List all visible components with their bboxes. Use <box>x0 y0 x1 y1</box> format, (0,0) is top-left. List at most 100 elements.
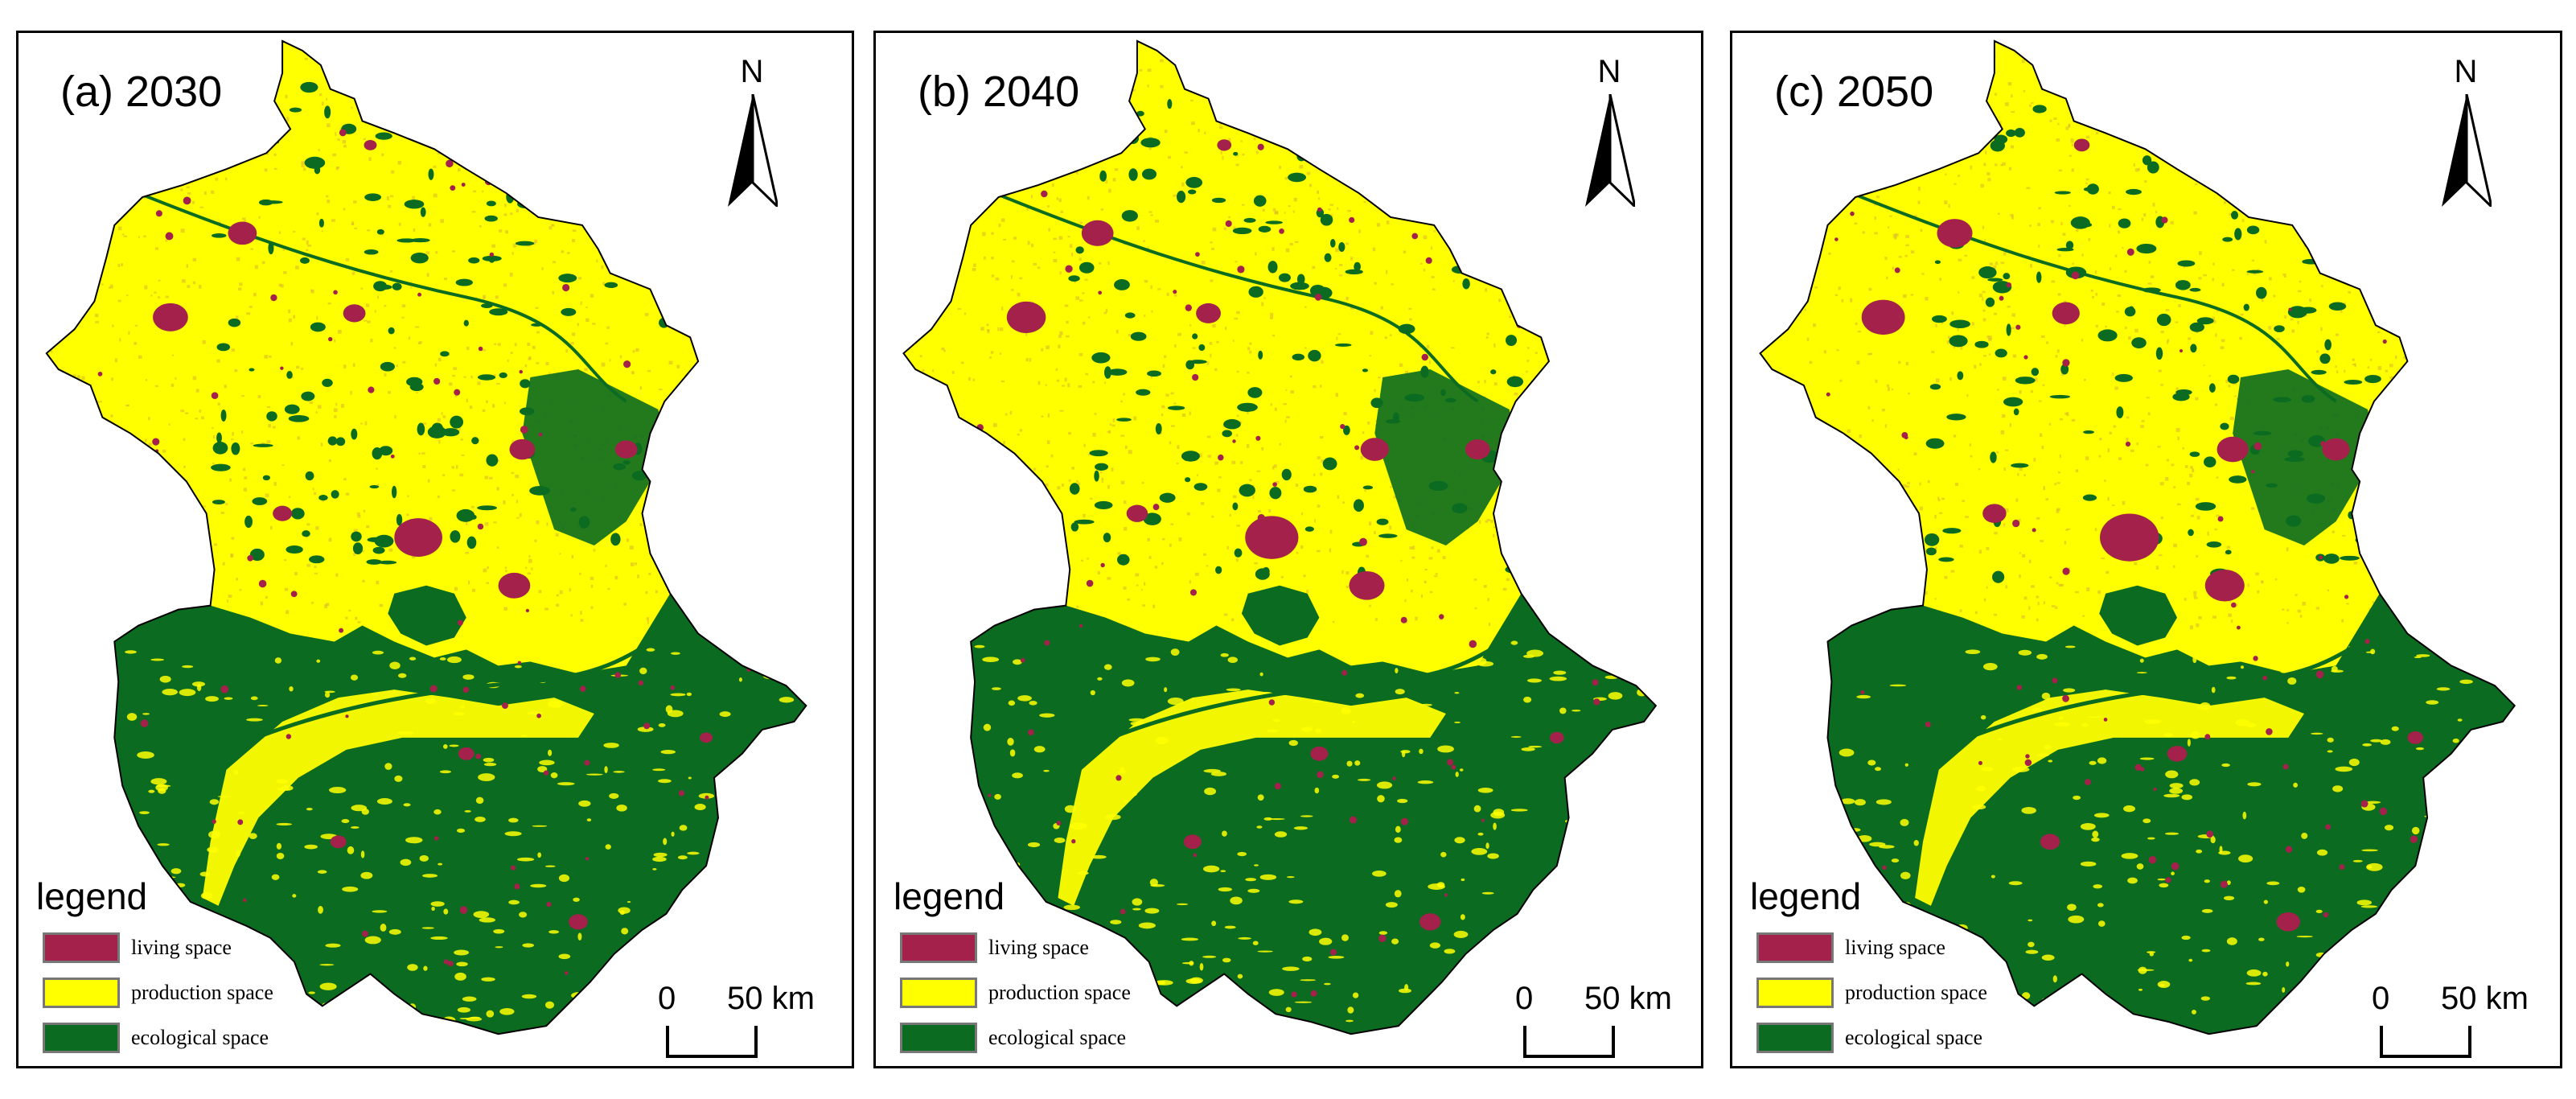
settlement <box>1861 299 1905 335</box>
region-border <box>1759 39 2516 1035</box>
legend: legend living space production space eco… <box>894 875 1199 1063</box>
settlement <box>509 438 536 460</box>
settlement <box>2040 834 2060 850</box>
settlement <box>2100 513 2159 562</box>
legend-swatch <box>1756 1023 1834 1053</box>
scale-zero-label: 0 <box>1515 981 1534 1016</box>
settlement <box>1982 504 2007 524</box>
settlement <box>458 747 475 760</box>
legend-swatch <box>900 1023 977 1053</box>
legend-title: legend <box>36 875 148 917</box>
settlement <box>394 518 442 557</box>
settlement <box>614 440 638 459</box>
settlement <box>1360 438 1389 461</box>
settlement <box>1217 139 1232 151</box>
scale-bar: 0 50 km <box>658 981 843 1066</box>
settlement <box>569 914 588 930</box>
settlement <box>2276 912 2300 932</box>
legend-item-ecological: ecological space <box>894 1018 1199 1063</box>
panel-title: (c) 2050 <box>1774 68 1934 116</box>
legend-item-production: production space <box>894 973 1199 1018</box>
settlement <box>498 572 531 599</box>
north-arrow: N <box>2426 54 2506 215</box>
legend-label: production space <box>988 981 1131 1004</box>
legend-swatch <box>43 932 120 963</box>
legend-label: production space <box>131 981 273 1004</box>
settlement <box>1196 303 1221 323</box>
legend-label: ecological space <box>988 1026 1127 1049</box>
land-use-map <box>45 39 807 1035</box>
settlement <box>1006 301 1046 333</box>
scale-zero-label: 0 <box>658 981 676 1016</box>
settlement <box>72 171 109 200</box>
settlement <box>2204 570 2245 602</box>
legend-label: living space <box>131 936 232 959</box>
legend-title: legend <box>1750 875 1862 917</box>
settlement <box>228 221 257 245</box>
legend-item-living: living space <box>894 928 1199 973</box>
legend: legend living space production space eco… <box>1750 875 2056 1063</box>
settlement <box>2217 436 2249 463</box>
settlement <box>1349 570 1385 600</box>
settlement <box>1245 516 1299 559</box>
settlement <box>1081 220 1114 246</box>
legend-title: legend <box>894 875 1005 917</box>
legend-swatch <box>43 1023 120 1053</box>
region-border <box>902 39 1658 1035</box>
north-arrow-icon <box>728 94 778 207</box>
settlement <box>330 835 347 849</box>
map-panel-2040: (b) 2040 N legend living space productio… <box>873 31 1703 1068</box>
settlement <box>1419 913 1441 931</box>
north-arrow: N <box>712 54 792 215</box>
legend-item-ecological: ecological space <box>1750 1018 2056 1063</box>
settlement <box>273 505 293 521</box>
scale-max-label: 50 km <box>727 981 815 1016</box>
settlement <box>1937 219 1973 248</box>
scale-bar-line <box>2380 1026 2471 1058</box>
north-arrow-icon <box>1585 94 1635 207</box>
settlement <box>1781 167 1826 203</box>
legend-swatch <box>1756 978 1834 1008</box>
legend-label: ecological space <box>1845 1026 1983 1049</box>
settlement <box>1310 746 1329 761</box>
legend-label: living space <box>988 936 1089 959</box>
legend-item-ecological: ecological space <box>36 1018 342 1063</box>
land-use-map <box>902 39 1658 1035</box>
land-use-map <box>1759 39 2516 1035</box>
settlement <box>2407 731 2424 744</box>
settlement <box>1549 731 1564 744</box>
north-arrow-icon <box>2442 94 2492 207</box>
legend-swatch <box>43 978 120 1008</box>
scale-bar: 0 50 km <box>1515 981 1700 1066</box>
legend-item-production: production space <box>36 973 342 1018</box>
settlement <box>153 303 188 331</box>
legend-item-living: living space <box>1750 928 2056 973</box>
north-label: N <box>740 54 764 89</box>
scale-max-label: 50 km <box>1584 981 1672 1016</box>
settlement <box>343 304 366 323</box>
settlement <box>364 139 377 150</box>
north-arrow: N <box>1569 54 1650 215</box>
panel-title: (a) 2030 <box>60 68 223 116</box>
settlement <box>2073 138 2090 152</box>
legend-swatch <box>1756 932 1834 963</box>
settlement <box>700 732 713 743</box>
region-border <box>45 39 807 1035</box>
legend-swatch <box>900 978 977 1008</box>
legend-item-production: production space <box>1750 973 2056 1018</box>
scale-zero-label: 0 <box>2372 981 2390 1016</box>
settlement <box>1465 439 1490 460</box>
settlement <box>1126 504 1148 522</box>
legend-label: living space <box>1845 936 1945 959</box>
panel-title: (b) 2040 <box>918 68 1080 116</box>
north-label: N <box>1597 54 1621 89</box>
settlement <box>2167 745 2188 762</box>
legend-label: production space <box>1845 981 1987 1004</box>
map-panel-2050: (c) 2050 N legend living space productio… <box>1730 31 2562 1068</box>
settlement <box>2052 302 2080 325</box>
legend: legend living space production space eco… <box>36 875 342 1063</box>
scale-bar-line <box>666 1026 758 1058</box>
legend-label: ecological space <box>131 1026 269 1049</box>
settlement <box>1183 834 1202 850</box>
scale-max-label: 50 km <box>2441 981 2529 1016</box>
